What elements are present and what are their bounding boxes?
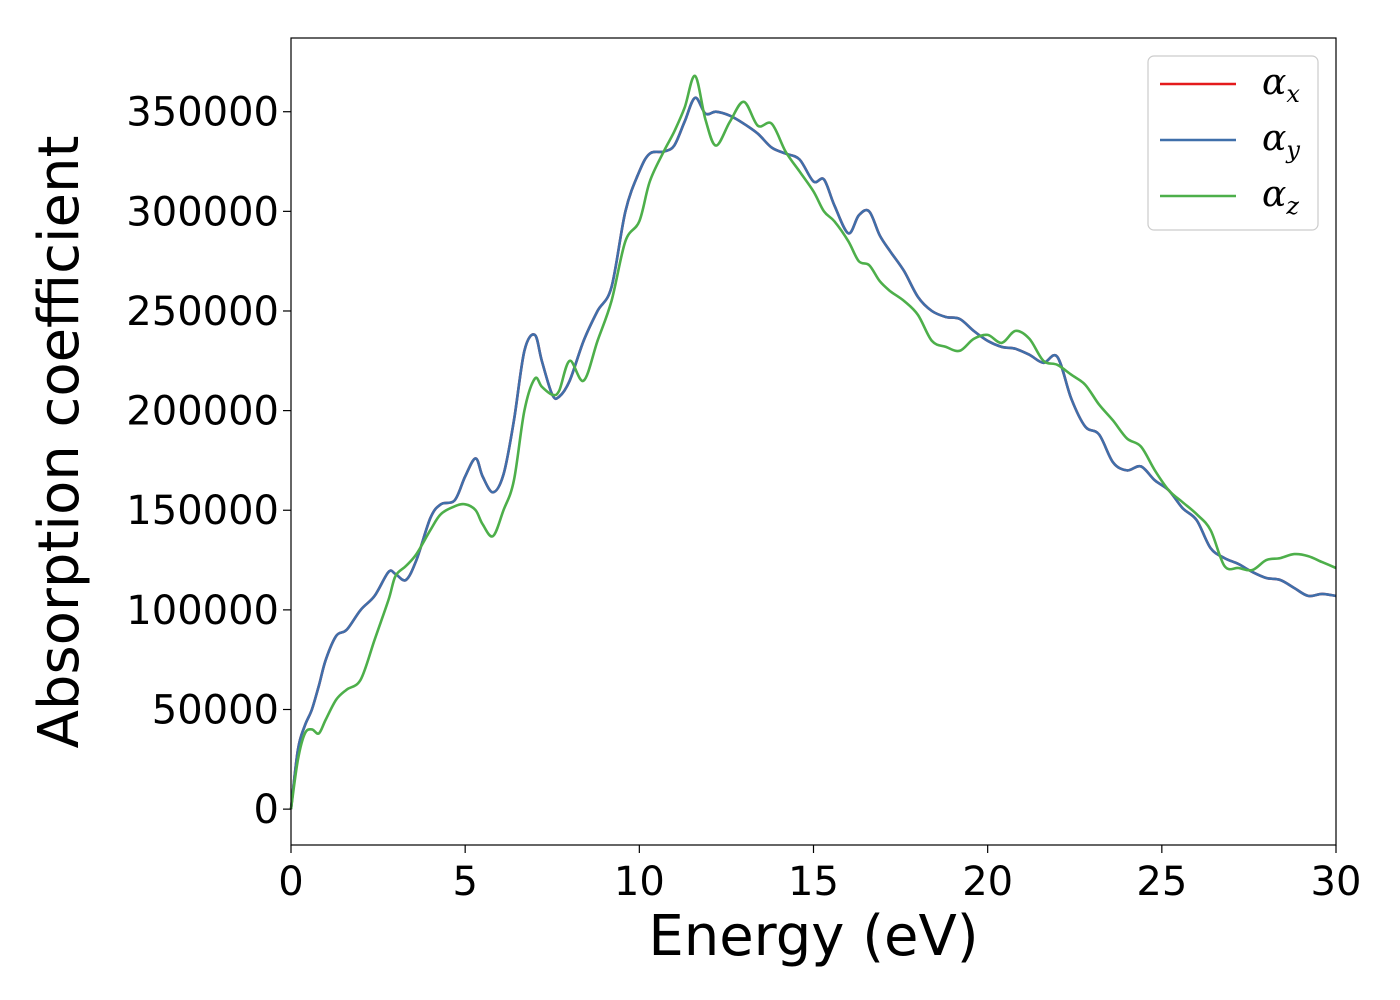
plot-lines: [289, 74, 1337, 810]
y-tick-label: 0: [254, 787, 279, 833]
x-tick-label: 20: [962, 859, 1013, 905]
y-tick-label: 350000: [126, 90, 279, 136]
x-tick-label: 30: [1311, 859, 1362, 905]
y-tick-label: 250000: [126, 289, 279, 335]
x-tick-label: 10: [614, 859, 665, 905]
y-tick-label: 200000: [126, 389, 279, 435]
legend-subscript: y: [1285, 136, 1300, 164]
legend-symbol: α: [1262, 118, 1286, 159]
x-tick-label: 0: [278, 859, 303, 905]
legend-label-z: αz: [1262, 174, 1299, 220]
y-axis-ticks: 0 50000 100000 150000 200000 250000 300000 3500…: [126, 90, 291, 833]
x-axis-label: Energy (eV): [648, 904, 978, 969]
legend-symbol: α: [1262, 174, 1286, 215]
x-tick-label: 5: [452, 859, 477, 905]
y-tick-label: 150000: [126, 488, 279, 534]
legend-label-y: αy: [1262, 118, 1300, 164]
legend-label-x: αx: [1262, 62, 1300, 108]
y-axis-label: Absorption coefficient: [27, 136, 92, 749]
legend-symbol: α: [1262, 62, 1286, 103]
y-tick-label: 100000: [126, 588, 279, 634]
series-line-y: [289, 96, 1337, 810]
y-tick-label: 50000: [152, 688, 279, 734]
y-tick-label: 300000: [126, 189, 279, 235]
x-axis-ticks: 0 5 10 15 20 25 30: [278, 845, 1361, 905]
legend-subscript: z: [1285, 192, 1299, 220]
x-tick-label: 15: [788, 859, 839, 905]
series-line-z: [289, 74, 1337, 810]
legend-box: [1147, 55, 1319, 231]
legend-subscript: x: [1286, 80, 1300, 108]
x-tick-label: 25: [1136, 859, 1187, 905]
